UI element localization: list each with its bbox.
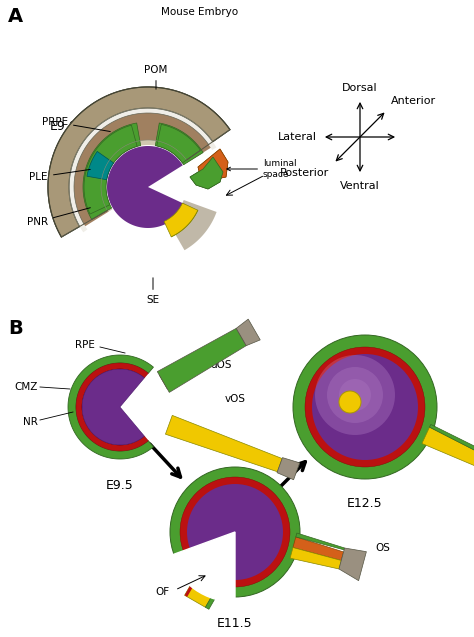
Polygon shape (236, 319, 260, 346)
Polygon shape (339, 548, 366, 581)
Polygon shape (198, 149, 228, 179)
Circle shape (305, 347, 425, 467)
Text: E9.0: E9.0 (50, 120, 78, 134)
Polygon shape (84, 125, 137, 214)
Text: NR: NR (23, 417, 38, 427)
Text: vOS: vOS (225, 394, 246, 404)
Text: E11.5: E11.5 (217, 617, 253, 630)
Polygon shape (167, 200, 217, 250)
Text: OS: OS (375, 543, 390, 554)
Text: E9.5: E9.5 (106, 479, 134, 492)
Circle shape (293, 335, 437, 479)
Circle shape (315, 355, 395, 435)
Circle shape (312, 354, 418, 460)
Circle shape (187, 484, 283, 580)
Circle shape (170, 467, 300, 597)
Polygon shape (429, 424, 474, 461)
Text: A: A (8, 7, 23, 26)
Text: Lateral: Lateral (278, 132, 317, 142)
Polygon shape (82, 369, 145, 445)
Polygon shape (69, 108, 217, 233)
Polygon shape (48, 87, 230, 237)
Polygon shape (101, 140, 188, 212)
Text: PNR: PNR (27, 208, 91, 227)
Circle shape (339, 379, 371, 411)
Circle shape (339, 391, 361, 413)
Polygon shape (190, 157, 223, 189)
Polygon shape (48, 87, 230, 237)
Polygon shape (277, 457, 300, 480)
Polygon shape (290, 548, 341, 569)
Text: RPE: RPE (75, 340, 95, 350)
Text: PLE: PLE (29, 169, 90, 182)
Text: Mouse Embryo: Mouse Embryo (162, 7, 238, 17)
Polygon shape (165, 415, 282, 472)
Polygon shape (190, 157, 223, 189)
Polygon shape (83, 123, 141, 220)
Polygon shape (293, 537, 344, 561)
Polygon shape (107, 146, 185, 228)
Polygon shape (157, 124, 201, 163)
Polygon shape (184, 563, 224, 607)
Text: luminal
space: luminal space (227, 159, 297, 179)
Text: PRPE: PRPE (42, 117, 110, 131)
Text: SE: SE (146, 278, 160, 305)
Text: dOS: dOS (210, 360, 231, 370)
Polygon shape (296, 533, 345, 550)
Polygon shape (422, 427, 474, 472)
Text: POM: POM (144, 65, 168, 89)
Circle shape (180, 477, 290, 587)
Polygon shape (87, 152, 114, 180)
Polygon shape (198, 149, 228, 179)
Polygon shape (205, 575, 228, 609)
Polygon shape (68, 355, 154, 459)
Polygon shape (155, 123, 203, 165)
Text: CMZ: CMZ (15, 382, 38, 392)
Wedge shape (169, 532, 235, 602)
Polygon shape (184, 563, 206, 597)
Circle shape (327, 367, 383, 423)
Text: OF: OF (156, 587, 170, 597)
Text: Dorsal: Dorsal (342, 83, 378, 93)
Text: Ventral: Ventral (340, 181, 380, 191)
Text: Posterior: Posterior (280, 168, 329, 178)
Polygon shape (159, 332, 244, 389)
Polygon shape (164, 203, 198, 237)
Polygon shape (76, 363, 148, 451)
Text: Anterior: Anterior (391, 96, 436, 106)
Text: E12.5: E12.5 (347, 497, 383, 510)
Polygon shape (74, 113, 211, 226)
Text: B: B (8, 319, 23, 338)
Polygon shape (157, 328, 246, 392)
